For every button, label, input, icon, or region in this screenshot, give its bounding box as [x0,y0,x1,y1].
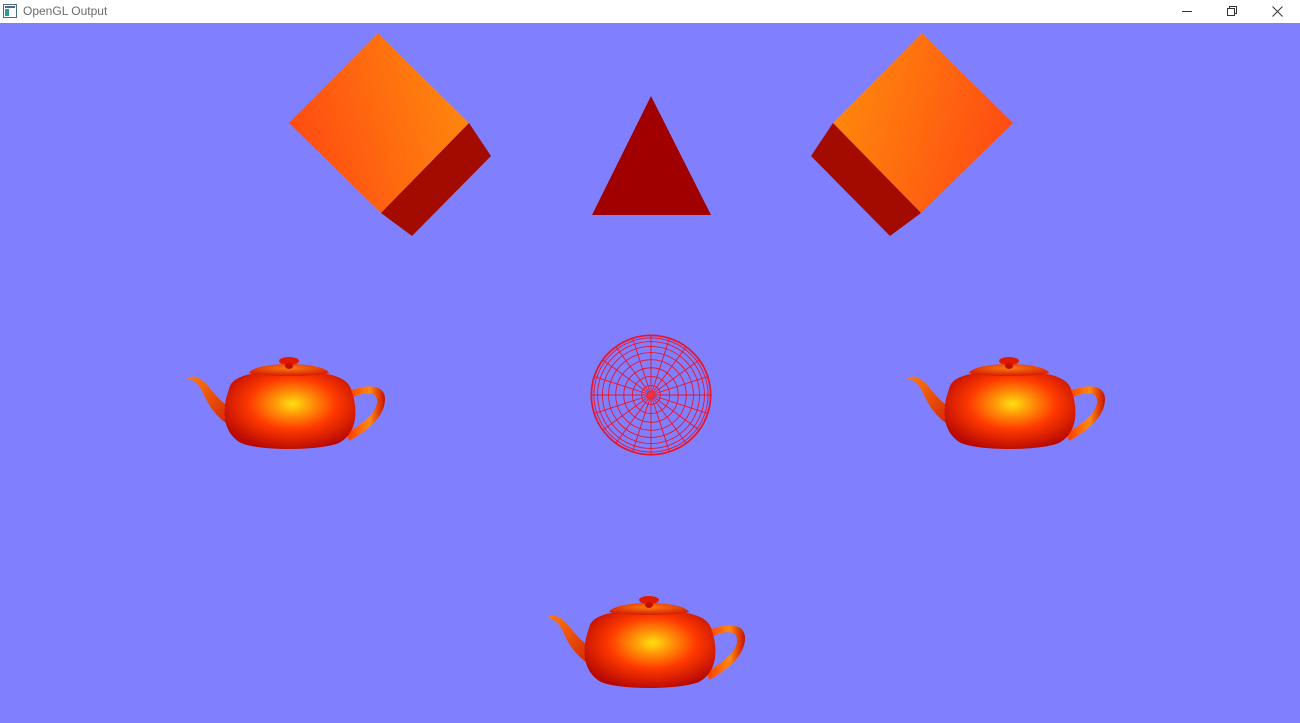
scene-canvas [0,23,1300,723]
minimize-button[interactable] [1164,0,1210,22]
restore-button[interactable] [1209,0,1255,22]
close-icon [1271,5,1283,17]
triangle [592,96,711,215]
wire-sphere [590,334,712,456]
close-button[interactable] [1254,0,1300,22]
restore-icon [1226,5,1237,16]
app-icon [3,4,17,18]
cube-left [289,33,491,236]
window-title: OpenGL Output [23,4,108,18]
minimize-icon [1181,10,1192,12]
cube-right [811,33,1013,236]
gl-viewport[interactable] [0,23,1300,723]
title-bar[interactable]: OpenGL Output [0,0,1300,22]
